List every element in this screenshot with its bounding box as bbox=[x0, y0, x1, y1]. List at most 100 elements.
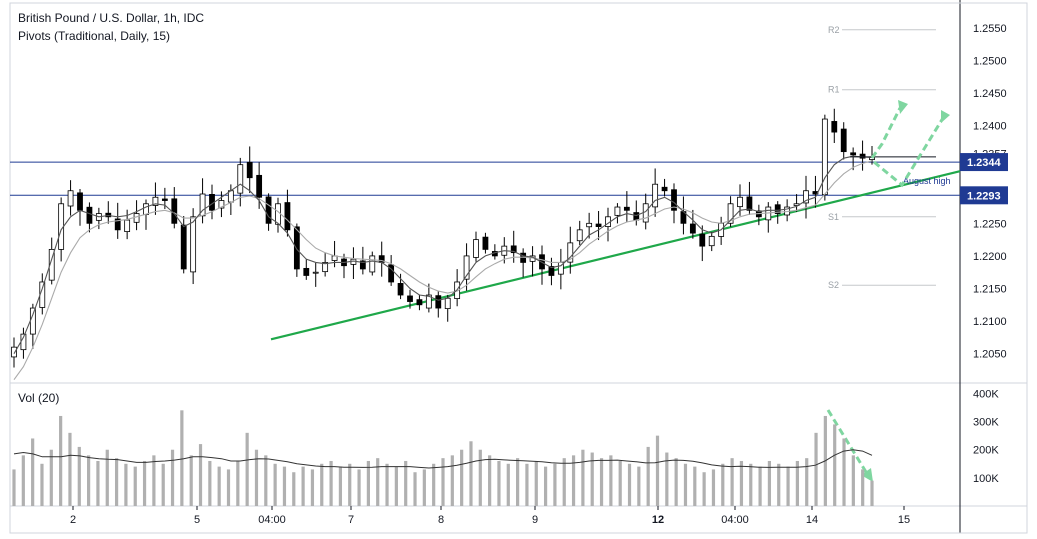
volume-bar bbox=[581, 449, 585, 506]
candle bbox=[727, 203, 734, 224]
time-tick-label: 7 bbox=[348, 514, 354, 526]
candle bbox=[114, 218, 121, 231]
candle bbox=[576, 229, 583, 242]
volume-bar bbox=[609, 455, 613, 506]
volume-bar bbox=[310, 469, 315, 506]
price-tick-label: 1.2400 bbox=[973, 121, 1007, 133]
pivot-label-r2: R2 bbox=[828, 25, 840, 35]
pivot-label-s2: S2 bbox=[828, 280, 839, 290]
pivots-label: Pivots (Traditional, Daily, 15) bbox=[18, 29, 171, 43]
time-tick-label: 04:00 bbox=[721, 514, 749, 526]
volume-bar bbox=[599, 458, 604, 506]
volume-bar bbox=[702, 472, 706, 506]
volume-bar bbox=[49, 449, 53, 506]
candle bbox=[444, 297, 451, 310]
volume-bar bbox=[96, 460, 100, 506]
volume-bar bbox=[683, 463, 688, 506]
volume-bar bbox=[245, 432, 249, 506]
volume-bar bbox=[329, 460, 333, 506]
candle bbox=[633, 212, 640, 221]
price-badge-label: 1.2344 bbox=[967, 157, 1002, 169]
price-tick-label: 1.2500 bbox=[973, 55, 1007, 67]
volume-bar bbox=[432, 463, 436, 506]
candle bbox=[699, 233, 706, 247]
candle bbox=[133, 213, 140, 223]
volume-bar bbox=[730, 458, 734, 506]
volume-bar bbox=[264, 455, 268, 506]
candle bbox=[737, 196, 743, 208]
projection-arrow-down-up bbox=[873, 117, 945, 188]
price-tick-label: 1.2550 bbox=[973, 23, 1007, 35]
projection-arrows bbox=[826, 100, 950, 482]
candle bbox=[190, 216, 197, 273]
volume-bar bbox=[40, 463, 44, 506]
volume-bar bbox=[637, 466, 641, 506]
volume-bar bbox=[749, 463, 753, 506]
candle bbox=[218, 200, 225, 209]
time-tick-label: 5 bbox=[194, 514, 200, 526]
time-tick-label: 9 bbox=[532, 514, 538, 526]
volume-bar bbox=[805, 458, 809, 506]
volume-bar bbox=[590, 452, 594, 506]
arrowhead bbox=[898, 100, 908, 114]
chart-title: British Pound / U.S. Dollar, 1h, IDC bbox=[18, 11, 205, 25]
volume-bar bbox=[124, 463, 128, 506]
candle bbox=[171, 198, 178, 224]
volume-bar bbox=[655, 435, 660, 506]
volume-bar bbox=[534, 460, 538, 506]
candle bbox=[595, 223, 602, 227]
time-tick-label: 04:00 bbox=[258, 514, 286, 526]
volume-bar bbox=[236, 460, 240, 506]
sma-fast-line bbox=[13, 155, 873, 354]
candle bbox=[689, 223, 696, 234]
volume-bar bbox=[627, 463, 632, 506]
volume-bar bbox=[441, 458, 445, 506]
volume-bar bbox=[133, 466, 137, 506]
volume-bar bbox=[450, 455, 454, 506]
volume-bar bbox=[571, 455, 576, 506]
volume-bar bbox=[152, 455, 156, 506]
candle bbox=[77, 192, 83, 211]
volume-bar bbox=[777, 463, 781, 506]
volume-bar bbox=[674, 458, 678, 506]
time-tick-label: 14 bbox=[806, 514, 818, 526]
volume-bar bbox=[833, 424, 837, 506]
volume-bar bbox=[404, 460, 408, 506]
volume-bar bbox=[851, 455, 855, 506]
volume-bar bbox=[87, 455, 91, 506]
volume-bar bbox=[842, 438, 846, 506]
candle bbox=[510, 245, 517, 254]
volume-bar bbox=[543, 466, 548, 506]
candle bbox=[859, 153, 866, 159]
candle bbox=[180, 224, 187, 270]
volume-bar bbox=[562, 458, 566, 506]
arrowhead bbox=[861, 468, 873, 482]
candle bbox=[652, 183, 659, 208]
volume-label: Vol (20) bbox=[18, 391, 60, 405]
volume-bar bbox=[105, 449, 109, 506]
volume-decline-arrow bbox=[826, 409, 868, 473]
candle bbox=[482, 236, 489, 250]
volume-bar bbox=[161, 463, 165, 506]
candle bbox=[708, 235, 715, 247]
candle bbox=[661, 186, 668, 192]
volume-bar bbox=[189, 455, 193, 506]
volume-bar bbox=[254, 449, 259, 506]
price-badge-label: 1.2293 bbox=[967, 190, 1001, 202]
volume-bar bbox=[282, 466, 287, 506]
candle bbox=[246, 161, 253, 179]
candle bbox=[397, 283, 404, 296]
volume-bar bbox=[208, 460, 212, 506]
price-tick-label: 1.2050 bbox=[973, 349, 1007, 361]
candle bbox=[623, 206, 630, 211]
time-tick-label: 15 bbox=[898, 514, 910, 526]
volume-bar bbox=[413, 472, 417, 506]
volume-tick-label: 400K bbox=[973, 388, 999, 400]
chart-frame bbox=[9, 2, 1028, 534]
candle bbox=[29, 307, 36, 335]
volume-bar bbox=[711, 469, 716, 506]
volume-bars bbox=[12, 410, 874, 506]
volume-ma-line bbox=[13, 449, 873, 469]
volume-bar bbox=[525, 463, 529, 506]
